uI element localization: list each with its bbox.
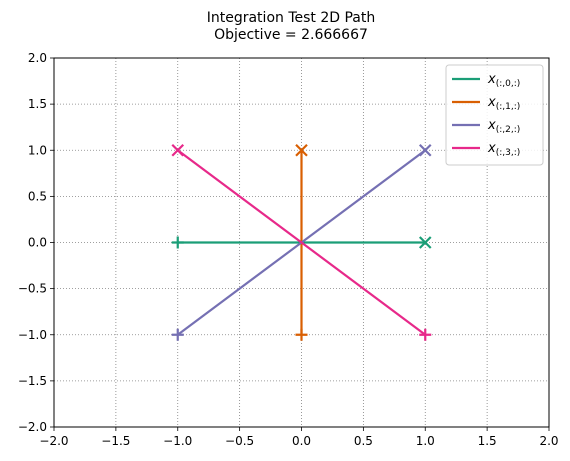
start-marker	[295, 328, 308, 341]
end-marker	[171, 143, 185, 157]
y-tick-label: 1.5	[28, 97, 47, 111]
x-tick-label: 1.5	[478, 434, 497, 448]
end-marker	[295, 143, 308, 157]
chart-subtitle: Objective = 2.666667	[214, 27, 368, 43]
y-tick-label: −1.0	[18, 328, 47, 342]
y-tick-label: 0.0	[28, 236, 47, 250]
start-marker	[171, 328, 184, 341]
y-tick-label: 1.0	[28, 143, 47, 157]
series-line	[177, 149, 426, 336]
legend-label: x(:,2,:)	[487, 118, 520, 135]
series-3	[171, 143, 432, 341]
end-marker	[418, 236, 432, 249]
legend-label: x(:,1,:)	[487, 95, 520, 112]
y-tick-label: −2.0	[18, 420, 47, 434]
x-tick-label: −0.5	[225, 434, 254, 448]
start-marker	[171, 236, 184, 249]
y-tick-label: −0.5	[18, 282, 47, 296]
start-marker	[419, 328, 432, 341]
y-tick-label: −1.5	[18, 374, 47, 388]
legend-label: x(:,3,:)	[487, 141, 520, 158]
legend-box	[445, 64, 544, 166]
y-tick-label: 2.0	[28, 51, 47, 65]
legend-label: x(:,0,:)	[487, 72, 520, 89]
end-marker	[418, 143, 432, 157]
y-tick-label: 0.5	[28, 189, 47, 203]
x-tick-label: 0.5	[354, 434, 373, 448]
x-tick-label: 0.0	[292, 434, 311, 448]
x-tick-label: −1.5	[101, 434, 130, 448]
x-tick-label: −1.0	[163, 434, 192, 448]
x-tick-label: −2.0	[39, 434, 68, 448]
series-layer	[171, 143, 432, 341]
axis-ticks: −2.0 −1.5 −1.0 −0.5 0.0 0.5 1.0 1.5 2.0 −2.0 −1.5 −…	[18, 51, 559, 448]
legend: x(:,0,:) x(:,1,:) x(:,2,:) x(:,3,:)	[445, 64, 544, 166]
chart-title: Integration Test 2D Path	[207, 10, 376, 26]
x-tick-label: 2.0	[539, 434, 558, 448]
x-tick-label: 1.0	[416, 434, 435, 448]
